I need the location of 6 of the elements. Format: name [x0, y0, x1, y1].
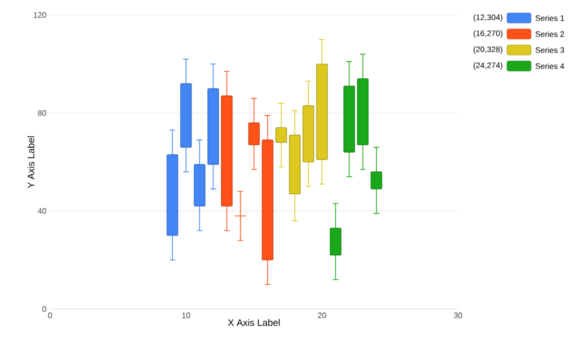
candlestick [248, 98, 260, 170]
candlestick [370, 146, 382, 214]
candlestick [234, 191, 246, 241]
y-axis-title: Y Axis Label [27, 136, 34, 188]
x-axis-title: X Axis Label [228, 319, 280, 326]
candlestick [275, 102, 287, 168]
